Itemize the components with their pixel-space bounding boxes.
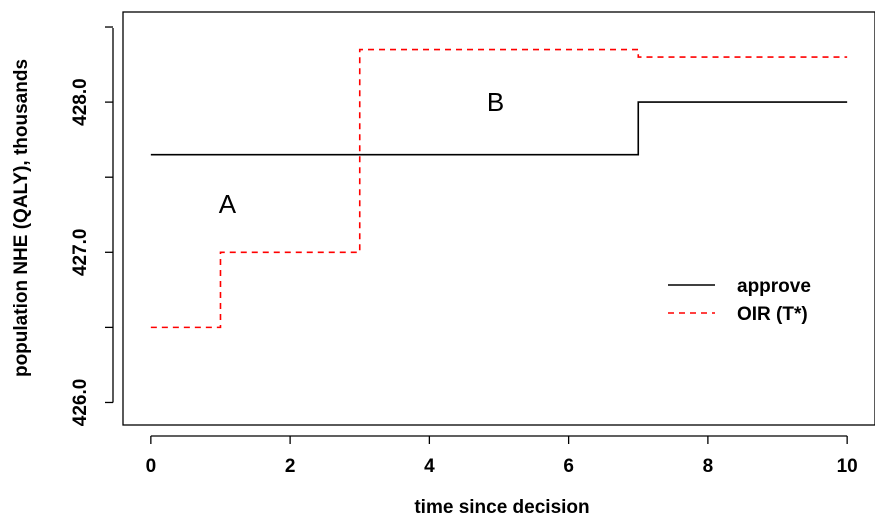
series-line-approve	[150, 101, 848, 156]
x-tick-label: 10	[837, 456, 858, 477]
x-tick-label: 8	[703, 456, 714, 477]
y-tick-label: 426.0	[70, 379, 91, 427]
annotation-layer: AB	[219, 87, 504, 219]
y-tick-label: 427.0	[70, 229, 91, 277]
x-tick-label: 6	[563, 456, 574, 477]
x-tick-label: 2	[285, 456, 296, 477]
y-tick-label: 428.0	[70, 78, 91, 126]
x-tick-label: 0	[146, 456, 157, 477]
series-line-oir	[150, 48, 848, 329]
axes-layer: 0 2 4 6 8 10 426.0 427.0 428.0	[70, 26, 858, 477]
x-tick-label: 4	[424, 456, 435, 477]
legend-label: approve	[737, 276, 811, 297]
annotation-label: B	[487, 87, 504, 117]
plot-frame	[122, 11, 875, 426]
series-layer	[150, 48, 848, 329]
annotation-label: A	[219, 189, 237, 219]
legend-label: OIR (T*)	[737, 304, 808, 325]
legend: approve OIR (T*)	[668, 276, 811, 325]
x-axis-label: time since decision	[414, 497, 589, 518]
y-axis-label: population NHE (QALY), thousands	[11, 59, 32, 377]
